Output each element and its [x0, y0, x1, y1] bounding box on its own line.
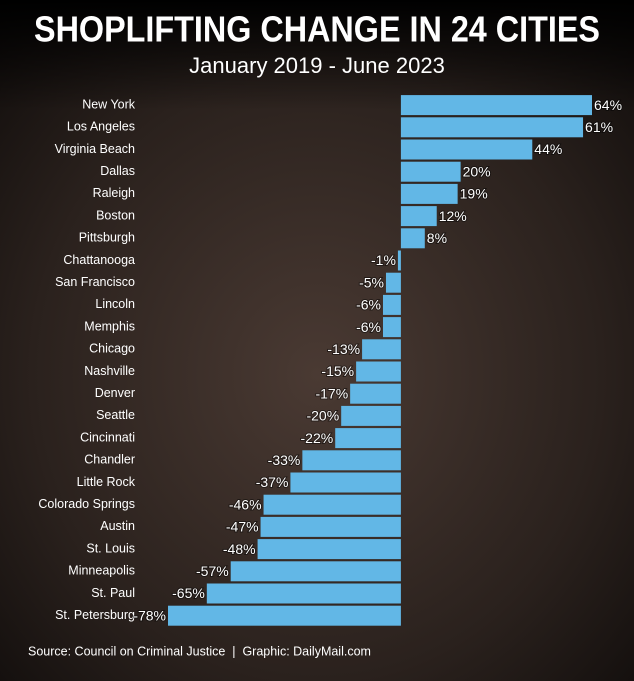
bar: [400, 183, 458, 204]
value-label: -57%: [196, 563, 229, 579]
category-label: Little Rock: [77, 475, 136, 489]
chart-subtitle: January 2019 - June 2023: [189, 53, 445, 78]
value-label: -33%: [268, 452, 301, 468]
bar: [356, 361, 401, 382]
bar: [206, 583, 401, 604]
category-label: Pittsburgh: [79, 231, 135, 245]
bar: [341, 405, 401, 426]
value-label: -1%: [371, 252, 396, 268]
bar: [350, 383, 401, 404]
category-label: San Francisco: [55, 275, 135, 289]
value-label: 61%: [585, 119, 613, 135]
bar: [382, 294, 401, 315]
category-label: Memphis: [84, 319, 135, 333]
value-label: 64%: [594, 97, 622, 113]
category-label: Dallas: [100, 164, 135, 178]
category-label: New York: [82, 97, 136, 111]
value-label: 44%: [534, 141, 562, 157]
bar: [263, 494, 401, 515]
value-label: 8%: [427, 230, 447, 246]
value-label: -13%: [327, 341, 360, 357]
bar: [382, 317, 401, 338]
value-label: -6%: [356, 297, 381, 313]
bar: [290, 472, 401, 493]
background-shade: [0, 0, 634, 110]
value-label: -47%: [226, 519, 259, 535]
value-label: 20%: [463, 163, 491, 179]
value-label: -78%: [133, 607, 166, 623]
category-label: Chattanooga: [63, 253, 135, 267]
bar: [400, 228, 425, 249]
value-label: -17%: [315, 385, 348, 401]
category-label: Denver: [95, 386, 135, 400]
value-label: -37%: [256, 474, 289, 490]
value-label: -15%: [321, 363, 354, 379]
category-label: Boston: [96, 208, 135, 222]
bar: [400, 117, 584, 138]
bar: [362, 339, 401, 360]
chart-title: SHOPLIFTING CHANGE IN 24 CITIES: [34, 9, 600, 50]
value-label: -5%: [359, 274, 384, 290]
bar: [385, 272, 401, 293]
category-label: Raleigh: [93, 186, 135, 200]
value-label: 12%: [439, 208, 467, 224]
category-label: St. Louis: [86, 541, 135, 555]
category-label: Los Angeles: [67, 120, 135, 134]
category-label: Colorado Springs: [38, 497, 135, 511]
bar: [335, 428, 401, 449]
category-label: Austin: [100, 519, 135, 533]
value-label: -22%: [301, 430, 334, 446]
bar: [400, 95, 592, 116]
category-label: Nashville: [84, 364, 135, 378]
value-label: 19%: [460, 186, 488, 202]
category-label: Cincinnati: [80, 430, 135, 444]
category-label: Chicago: [89, 342, 135, 356]
bar: [260, 516, 401, 537]
value-label: -65%: [172, 585, 205, 601]
bar: [302, 450, 401, 471]
bar: [257, 539, 401, 560]
category-label: Minneapolis: [68, 564, 135, 578]
category-label: Virginia Beach: [55, 142, 135, 156]
category-label: St. Paul: [91, 586, 135, 600]
value-label: -6%: [356, 319, 381, 335]
bar: [230, 561, 401, 582]
bar: [400, 206, 437, 227]
value-label: -46%: [229, 496, 262, 512]
category-label: Chandler: [84, 453, 135, 467]
value-label: -20%: [306, 408, 339, 424]
value-label: -48%: [223, 541, 256, 557]
category-label: Seattle: [96, 408, 135, 422]
bar: [397, 250, 401, 271]
bar: [400, 161, 461, 182]
category-label: St. Petersburg: [55, 608, 135, 622]
bar: [400, 139, 533, 160]
source: Source: Council on Criminal Justice | Gr…: [28, 644, 371, 658]
category-label: Lincoln: [95, 297, 135, 311]
bar: [168, 605, 401, 626]
